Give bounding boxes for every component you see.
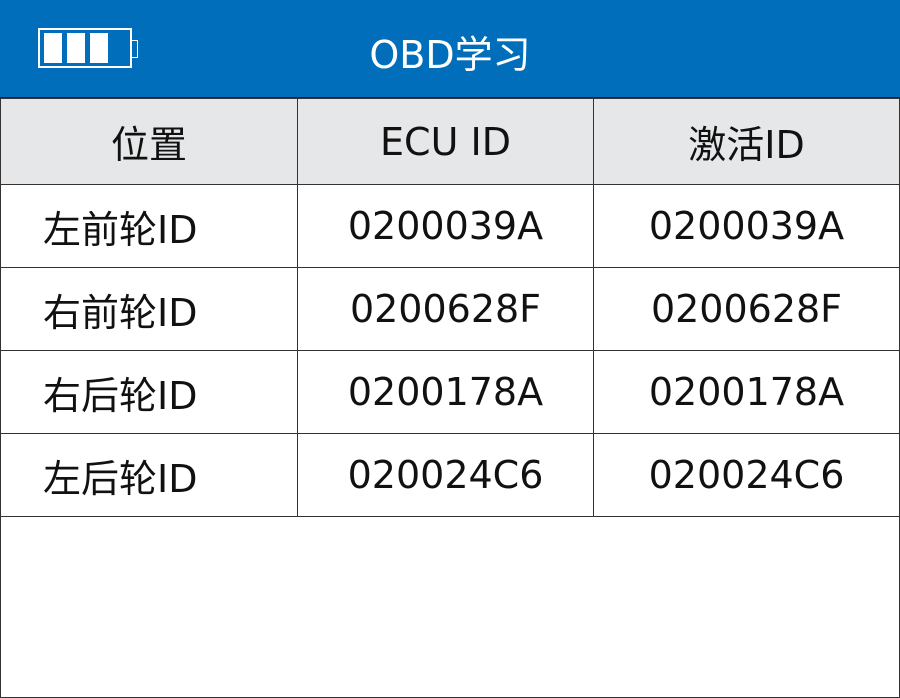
column-header-position: 位置 xyxy=(0,98,298,185)
table-row[interactable]: 左后轮ID 020024C6 020024C6 xyxy=(0,433,900,517)
position-cell: 右前轮ID xyxy=(0,267,298,351)
ecu-id-cell: 0200178A xyxy=(297,350,594,434)
position-cell: 左前轮ID xyxy=(0,184,298,268)
activation-id-cell: 0200628F xyxy=(593,267,900,351)
table-row[interactable]: 右前轮ID 0200628F 0200628F xyxy=(0,267,900,351)
table-row[interactable]: 右后轮ID 0200178A 0200178A xyxy=(0,350,900,434)
column-header-ecu-id: ECU ID xyxy=(297,98,594,185)
activation-id-cell: 020024C6 xyxy=(593,433,900,517)
position-cell: 右后轮ID xyxy=(0,350,298,434)
ecu-id-cell: 0200039A xyxy=(297,184,594,268)
page-title: OBD学习 xyxy=(369,33,531,77)
ecu-id-cell: 0200628F xyxy=(297,267,594,351)
table-header-row: 位置 ECU ID 激活ID xyxy=(0,98,900,185)
ecu-id-cell: 020024C6 xyxy=(297,433,594,517)
position-cell: 左后轮ID xyxy=(0,433,298,517)
table-row[interactable]: 左前轮ID 0200039A 0200039A xyxy=(0,184,900,268)
id-table: 位置 ECU ID 激活ID 左前轮ID 0200039A 0200039A 右… xyxy=(0,98,900,517)
activation-id-cell: 0200178A xyxy=(593,350,900,434)
battery-icon xyxy=(38,28,138,68)
title-bar: OBD学习 xyxy=(0,0,900,99)
column-header-activation-id: 激活ID xyxy=(593,98,900,185)
activation-id-cell: 0200039A xyxy=(593,184,900,268)
